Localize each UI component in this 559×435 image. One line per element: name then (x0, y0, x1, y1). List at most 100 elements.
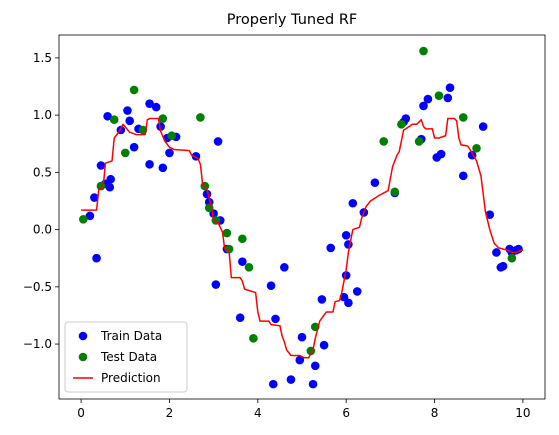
train-data-point (423, 94, 433, 104)
test-data-point (238, 234, 247, 244)
train-data-point (295, 355, 305, 365)
x-tick-label: 4 (254, 406, 262, 420)
train-data-point (129, 142, 139, 152)
test-data-point (414, 137, 424, 146)
y-tick: 0.0 (33, 223, 59, 237)
test-data-point (196, 113, 205, 122)
axes: 0 2 4 6 8 10 −1.0 −0.5 0.0 0.5 1.0 1.5 (23, 34, 546, 420)
prediction-line (81, 117, 523, 359)
train-data-point (286, 375, 296, 384)
x-tick: 4 (254, 399, 262, 420)
train-data-point (96, 161, 106, 170)
train-data-point (308, 379, 318, 389)
test-data-point (222, 228, 232, 238)
test-data-point (507, 253, 517, 263)
test-data-point (419, 46, 428, 56)
legend-item: Test Data (78, 350, 157, 364)
test-data-point (120, 148, 130, 158)
test-data-point (158, 114, 168, 123)
legend: Train Data Test Data Prediction (64, 321, 188, 393)
legend-marker-swatch (78, 331, 88, 341)
train-data-point (90, 193, 99, 202)
test-data-point (379, 137, 389, 146)
y-tick-label: 0.0 (33, 223, 52, 237)
y-tick-label: −1.0 (23, 337, 52, 351)
x-tick: 0 (77, 399, 85, 420)
legend-label: Train Data (100, 329, 162, 343)
x-tick-label: 6 (342, 406, 350, 420)
x-tick: 10 (515, 399, 531, 420)
y-tick: 1.5 (33, 51, 59, 65)
test-data-point (129, 85, 139, 95)
test-data-point (109, 115, 119, 124)
train-data-point (271, 314, 280, 324)
x-tick-label: 8 (431, 406, 439, 420)
train-data-point (458, 171, 468, 181)
x-tick-label: 2 (166, 406, 174, 420)
y-tick: 1.0 (33, 108, 59, 122)
train-data-point (235, 313, 245, 323)
y-tick: −1.0 (23, 337, 59, 351)
x-tick: 8 (431, 399, 439, 420)
train-data-point (145, 160, 154, 169)
train-data-point (145, 99, 154, 108)
plot-area (79, 46, 523, 389)
x-tick: 2 (166, 399, 174, 420)
y-tick-label: 1.0 (33, 108, 52, 122)
train-data-point (317, 295, 327, 304)
train-data-point (103, 111, 112, 121)
test-data-point (167, 131, 176, 141)
train-data-point (370, 178, 380, 187)
train-data-point (485, 210, 495, 220)
test-data-point (472, 144, 481, 153)
train-data-point (280, 263, 289, 272)
legend-item: Train Data (78, 329, 162, 343)
test-data-point (397, 119, 406, 129)
train-data-point (344, 240, 353, 249)
train-data-point (352, 287, 362, 296)
train-data-point (326, 243, 336, 253)
legend-item: Prediction (73, 371, 161, 385)
test-data-point (458, 113, 468, 122)
train-data-point (211, 280, 221, 289)
legend-label: Prediction (101, 371, 161, 385)
y-tick-label: −0.5 (23, 280, 52, 294)
train-data-point (123, 106, 132, 115)
y-tick-label: 1.5 (33, 51, 52, 65)
train-data-point (492, 248, 501, 257)
train-data-point (341, 231, 351, 240)
train-data-point (478, 122, 488, 131)
axes-frame (58, 34, 546, 400)
train-data-point (443, 93, 453, 103)
x-tick: 6 (342, 399, 350, 420)
train-data-point (436, 149, 446, 159)
train-data-point (344, 298, 353, 308)
y-tick: 0.5 (33, 165, 59, 179)
x-tick-label: 0 (77, 406, 85, 420)
train-data-point (445, 83, 455, 92)
train-data-point (165, 148, 174, 158)
y-tick-label: 0.5 (33, 165, 52, 179)
train-data-point (514, 244, 523, 254)
legend-box (64, 321, 188, 393)
train-data-point (238, 257, 247, 266)
train-data-point (498, 261, 508, 271)
train-data-point (319, 340, 329, 350)
train-data-point (106, 174, 115, 184)
train-data-point (85, 211, 95, 221)
train-data-point (297, 332, 307, 342)
train-data-point (419, 101, 428, 111)
test-data-point (249, 334, 258, 343)
legend-marker-swatch (78, 352, 88, 362)
test-data-point (224, 244, 234, 254)
train-data-point (92, 253, 101, 263)
train-data-point (156, 122, 165, 131)
x-tick-label: 10 (515, 406, 530, 420)
train-data-point (266, 281, 276, 290)
test-data-point (79, 214, 88, 224)
train-data-point (310, 361, 320, 371)
train-data-point (348, 198, 358, 208)
chart-title: Properly Tuned RF (227, 12, 358, 28)
test-data-point (434, 91, 444, 100)
